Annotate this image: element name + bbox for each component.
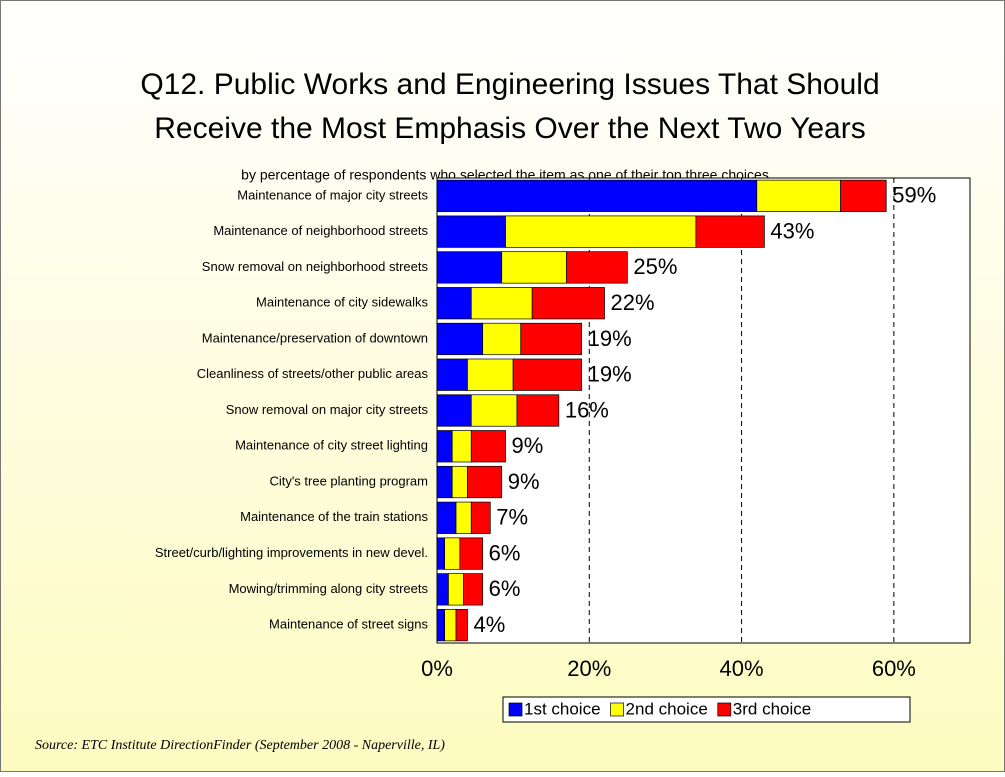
y-tick-label: Maintenance/preservation of downtown <box>202 330 428 345</box>
legend-label: 2nd choice <box>626 699 708 718</box>
bar-segment <box>695 215 765 248</box>
total-label: 16% <box>565 397 609 422</box>
y-tick-label: Cleanliness of streets/other public area… <box>197 366 429 381</box>
bar-segment <box>448 573 464 606</box>
bar-segment <box>840 179 887 212</box>
legend-box <box>502 696 911 723</box>
bar-segment <box>501 251 567 284</box>
bar-segment <box>436 322 484 356</box>
legend-swatch <box>508 702 523 717</box>
bar-segment <box>482 322 522 356</box>
bar-segment <box>444 537 461 570</box>
bar-segment <box>436 215 506 248</box>
y-tick-label: Snow removal on major city streets <box>226 402 429 417</box>
x-tick-label: 20% <box>567 656 611 681</box>
bar-segment <box>444 609 457 642</box>
source-note: Source: ETC Institute DirectionFinder (S… <box>35 738 445 753</box>
bar-segment <box>436 430 453 463</box>
bar-segment <box>436 179 758 212</box>
y-tick-label: Maintenance of the train stations <box>240 509 428 524</box>
bar-segment <box>463 573 484 606</box>
legend-swatch <box>610 702 624 717</box>
total-label: 43% <box>770 218 814 243</box>
bar-segment <box>566 251 628 284</box>
total-label: 22% <box>611 290 655 315</box>
total-label: 25% <box>633 254 677 279</box>
bar-segment <box>467 465 503 499</box>
y-tick-label: Mowing/trimming along city streets <box>229 581 429 596</box>
total-label: 59% <box>892 183 936 208</box>
y-tick-label: City's tree planting program <box>269 473 428 488</box>
bar-segment <box>505 215 697 248</box>
bar-segment <box>470 287 533 320</box>
y-tick-label: Street/curb/lighting improvements in new… <box>155 545 428 560</box>
chart-title: Receive the Most Emphasis Over the Next … <box>154 112 865 145</box>
bar-segment <box>520 322 583 356</box>
bar-segment <box>436 394 472 427</box>
bar-segment <box>455 609 468 642</box>
y-tick-label: Maintenance of major city streets <box>237 187 428 202</box>
bar-segment <box>436 609 445 642</box>
bar-segment <box>512 358 583 391</box>
bar-segment <box>470 394 518 427</box>
bar-segment <box>470 430 506 463</box>
bar-segment <box>436 465 453 499</box>
bar-segment <box>436 573 449 606</box>
bar-segment <box>436 501 457 534</box>
bar-segment <box>516 394 560 427</box>
bar-segment <box>436 287 472 320</box>
total-label: 4% <box>473 612 505 637</box>
bar-segment <box>451 430 472 463</box>
legend-swatch <box>717 702 732 717</box>
bar-segment <box>451 465 468 499</box>
y-tick-label: Snow removal on neighborhood streets <box>202 259 429 274</box>
y-tick-label: Maintenance of city sidewalks <box>256 295 428 310</box>
total-label: 9% <box>512 433 544 458</box>
total-label: 9% <box>508 469 540 494</box>
bar-segment <box>531 287 605 320</box>
bar-segment <box>436 537 445 570</box>
x-tick-label: 60% <box>872 656 916 681</box>
y-tick-label: Maintenance of city street lighting <box>235 438 428 453</box>
bar-segment <box>436 358 468 391</box>
y-tick-label: Maintenance of neighborhood streets <box>213 223 428 238</box>
bar-segment <box>470 501 491 534</box>
bar-segment <box>455 501 472 534</box>
bar-segment <box>756 179 841 212</box>
total-label: 7% <box>496 505 528 530</box>
chart-title: Q12. Public Works and Engineering Issues… <box>140 68 879 101</box>
total-label: 19% <box>588 326 632 351</box>
x-tick-label: 40% <box>720 656 764 681</box>
legend-label: 3rd choice <box>733 699 811 718</box>
bar-segment <box>467 358 514 391</box>
bar-segment <box>436 251 503 284</box>
total-label: 6% <box>489 540 521 565</box>
x-tick-label: 0% <box>421 656 453 681</box>
total-label: 6% <box>489 576 521 601</box>
legend-label: 1st choice <box>524 699 601 718</box>
y-tick-label: Maintenance of street signs <box>269 617 428 632</box>
bar-segment <box>459 537 484 570</box>
total-label: 19% <box>588 362 632 387</box>
